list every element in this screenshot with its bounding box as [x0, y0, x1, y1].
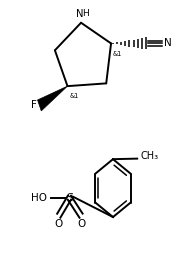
Text: &1: &1	[69, 93, 79, 99]
Text: O: O	[77, 219, 85, 229]
Text: N: N	[164, 39, 172, 48]
Text: H: H	[82, 9, 89, 18]
Text: S: S	[66, 193, 73, 203]
Text: O: O	[55, 219, 63, 229]
Text: CH₃: CH₃	[140, 152, 159, 161]
Text: &1: &1	[113, 51, 122, 57]
Text: N: N	[76, 9, 83, 19]
Text: HO: HO	[31, 193, 47, 203]
Polygon shape	[38, 86, 67, 111]
Text: F: F	[31, 101, 37, 111]
